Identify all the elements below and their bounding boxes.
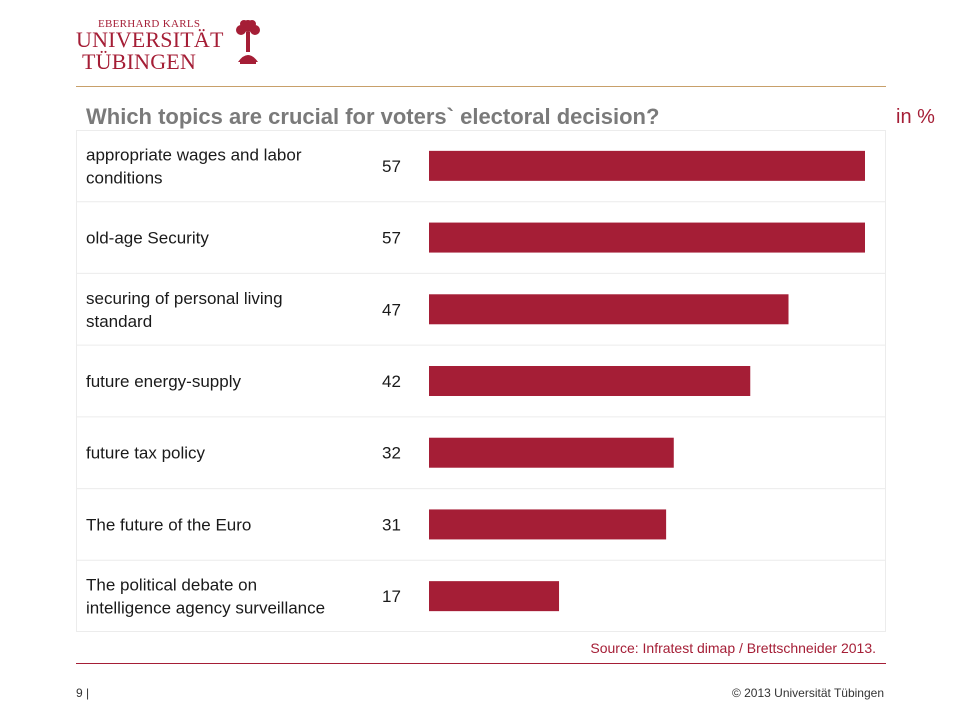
category-label-line: standard <box>86 312 152 331</box>
category-label-line: future energy-supply <box>86 372 241 391</box>
bar <box>429 150 865 181</box>
bar <box>429 437 674 468</box>
category-label-line: future tax policy <box>86 444 206 463</box>
chart-title: Which topics are crucial for voters` ele… <box>86 104 660 129</box>
chart-frame <box>76 130 886 632</box>
value-label: 32 <box>382 444 401 463</box>
page-number: 9 | <box>76 686 90 700</box>
palm-tree-icon <box>236 20 260 64</box>
bar <box>429 222 865 253</box>
category-label-line: appropriate wages and labor <box>86 145 302 164</box>
logo-line-3: TÜBINGEN <box>82 49 197 74</box>
university-logo: EBERHARD KARLS UNIVERSITÄT TÜBINGEN <box>76 16 276 74</box>
category-label-line: securing of personal living <box>86 289 283 308</box>
category-label: future tax policy <box>86 444 206 463</box>
value-label: 57 <box>382 157 401 176</box>
category-label: The future of the Euro <box>86 515 251 534</box>
source-note: Source: Infratest dimap / Brettschneider… <box>590 640 876 656</box>
category-label: securing of personal living standard <box>86 289 283 331</box>
category-label-line: The political debate on <box>86 576 257 595</box>
bar <box>429 581 560 612</box>
category-label-line: intelligence agency surveillance <box>86 599 325 618</box>
bar-chart: appropriate wages and labor conditions 57 o… <box>76 130 886 632</box>
value-label: 57 <box>382 229 401 248</box>
bar <box>429 366 751 396</box>
category-label-line: conditions <box>86 168 163 187</box>
value-label: 42 <box>382 372 401 391</box>
logo-line-2: UNIVERSITÄT <box>76 27 224 52</box>
value-label: 31 <box>382 515 401 534</box>
copyright: © 2013 Universität Tübingen <box>731 686 884 700</box>
category-label: The political debate on intelligence agen… <box>86 576 325 618</box>
footer-divider <box>76 663 886 664</box>
category-label-line: The future of the Euro <box>86 515 251 534</box>
bar <box>429 294 789 325</box>
unit-label: in % <box>896 106 935 128</box>
header-divider <box>76 86 886 87</box>
category-label: future energy-supply <box>86 372 241 391</box>
category-label: old-age Security <box>86 229 209 248</box>
category-label: appropriate wages and labor conditions <box>86 145 302 187</box>
logo-line-1: EBERHARD KARLS <box>98 18 201 30</box>
value-label: 17 <box>382 587 401 606</box>
category-label-line: old-age Security <box>86 229 209 248</box>
bar <box>429 509 667 540</box>
value-label: 47 <box>382 300 401 319</box>
